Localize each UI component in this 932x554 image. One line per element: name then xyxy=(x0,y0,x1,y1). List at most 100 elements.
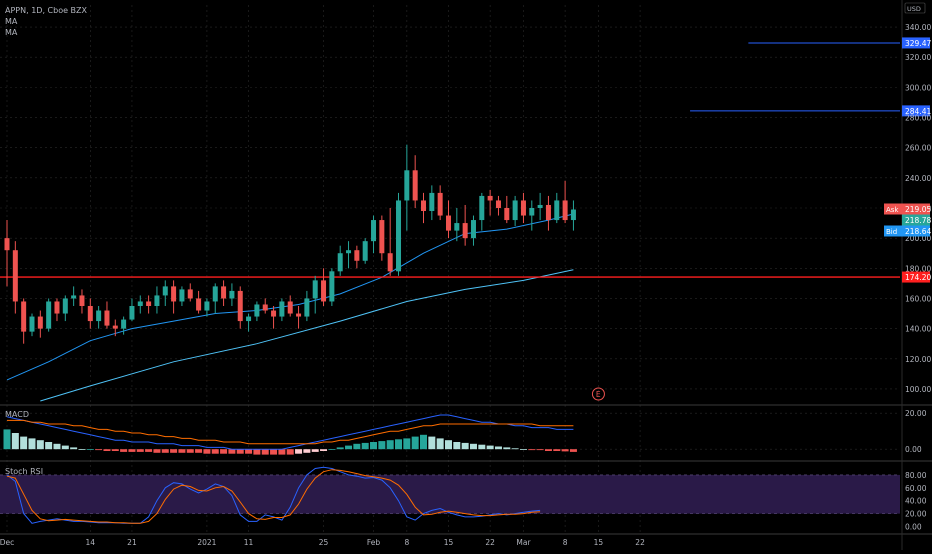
macd-histogram-bar xyxy=(494,446,502,450)
currency-box xyxy=(904,2,926,14)
macd-histogram-bar xyxy=(186,449,194,453)
stoch-rsi-tick-label: 0.00 xyxy=(905,523,922,532)
macd-histogram-bar xyxy=(220,449,228,454)
macd-histogram-bar xyxy=(411,436,419,450)
candle-body xyxy=(187,289,193,299)
candle-body xyxy=(137,301,143,306)
candle-body xyxy=(229,290,235,299)
macd-histogram-bar xyxy=(3,429,11,450)
time-tick-label: 15 xyxy=(594,538,604,547)
macd-histogram-bar xyxy=(61,445,69,450)
macd-histogram-bar xyxy=(561,449,569,452)
candle-body xyxy=(54,301,60,314)
stoch-rsi-k-line xyxy=(6,466,541,524)
candle-body xyxy=(279,301,285,317)
macd-histogram-bar xyxy=(145,449,153,452)
macd-histogram-bar xyxy=(469,443,477,450)
stoch-rsi-d-line xyxy=(6,469,541,524)
level-label-bg xyxy=(902,271,930,283)
candle-body xyxy=(237,290,243,322)
badge-value: 219.05 xyxy=(905,205,931,214)
time-tick-label: 11 xyxy=(244,538,254,547)
candle-body xyxy=(354,250,360,261)
candle-body xyxy=(296,313,302,317)
earnings-circle xyxy=(591,387,605,401)
macd-histogram-bar xyxy=(95,449,103,451)
badge-value: 218.64 xyxy=(905,227,931,236)
macd-histogram-bar xyxy=(70,447,78,450)
candles xyxy=(4,144,576,344)
macd-histogram-bar xyxy=(170,449,178,453)
stoch-rsi-band xyxy=(0,474,900,514)
macd-histogram-bar xyxy=(36,440,44,450)
macd-title[interactable]: MACD xyxy=(5,410,29,419)
candle-body xyxy=(21,301,27,332)
macd-histogram-bar xyxy=(20,436,28,450)
macd-histogram-bar xyxy=(236,449,244,454)
macd-histogram-bar xyxy=(378,441,386,450)
price-tick-label: 120.00 xyxy=(905,355,931,364)
stoch-rsi-tick-label: 40.00 xyxy=(905,497,927,506)
candle-body xyxy=(4,238,10,251)
macd-pane: 0.00 20.00 xyxy=(0,409,927,455)
macd-histogram-bar xyxy=(486,445,494,450)
macd-histogram-bar xyxy=(153,449,161,453)
macd-histogram-bar xyxy=(261,449,269,455)
macd-histogram-bar xyxy=(270,449,278,455)
macd-histogram-bar xyxy=(320,449,328,451)
macd-histogram-bar xyxy=(11,433,19,450)
macd-histogram-bar xyxy=(336,447,344,450)
macd-histogram-bar xyxy=(295,449,303,454)
candle-body xyxy=(454,223,460,231)
ma-legend-2[interactable]: MA xyxy=(5,28,18,37)
price-levels[interactable]: 174.20 329.47 284.41 xyxy=(0,37,931,283)
macd-histogram-bar xyxy=(161,449,169,453)
macd-histogram-bar xyxy=(278,449,286,455)
badge-value-bg xyxy=(902,225,930,237)
candle-body xyxy=(154,295,160,306)
candle-body xyxy=(37,316,43,329)
candle-body xyxy=(479,195,485,221)
macd-histogram-bar xyxy=(403,438,411,450)
earnings-marker[interactable]: E xyxy=(591,387,605,401)
candle-body xyxy=(271,310,277,317)
level-label: 174.20 xyxy=(905,273,931,282)
badge-tag-bg xyxy=(884,225,902,237)
candle-body xyxy=(146,301,152,306)
badge-tag: Bid xyxy=(886,228,897,236)
candle-body xyxy=(462,223,468,239)
candle-body xyxy=(437,192,443,216)
macd-histogram-bar xyxy=(328,449,336,450)
candle-body xyxy=(112,325,118,329)
candle-body xyxy=(445,215,451,231)
candle-body xyxy=(495,200,501,208)
candle-body xyxy=(12,250,18,302)
candle-body xyxy=(379,220,385,254)
macd-tick-label: 20.00 xyxy=(905,409,927,418)
macd-histogram-bar xyxy=(86,449,94,450)
macd-histogram-bar xyxy=(395,439,403,450)
macd-histogram-bar xyxy=(103,449,111,451)
time-tick-label: 21 xyxy=(127,538,137,547)
candle-body xyxy=(104,310,110,326)
badge-tag-bg xyxy=(884,203,902,215)
ma-legend-1[interactable]: MA xyxy=(5,17,18,26)
macd-histogram-bar xyxy=(361,442,369,450)
candle-body xyxy=(121,319,127,329)
macd-histogram-bar xyxy=(286,449,294,455)
macd-histogram-bar xyxy=(553,449,561,451)
level-label: 329.47 xyxy=(905,39,931,48)
candle-body xyxy=(520,200,526,216)
price-tick-label: 340.00 xyxy=(905,23,931,32)
candle-body xyxy=(196,298,202,311)
macd-histogram-bar xyxy=(519,449,527,450)
candle-body xyxy=(246,316,252,322)
candle-body xyxy=(554,200,560,221)
macd-histogram-bar xyxy=(345,445,353,450)
symbol-title[interactable]: APPN, 1D, Cboe BZX xyxy=(5,6,87,15)
stoch-rsi-title[interactable]: Stoch RSI xyxy=(5,467,44,476)
symbol-legend[interactable]: APPN, 1D, Cboe BZX MA MA xyxy=(5,5,87,38)
time-axis[interactable]: Dec 14 21 2021 11 25 Feb 8 15 22 Mar 8 15 22 xyxy=(0,538,645,547)
